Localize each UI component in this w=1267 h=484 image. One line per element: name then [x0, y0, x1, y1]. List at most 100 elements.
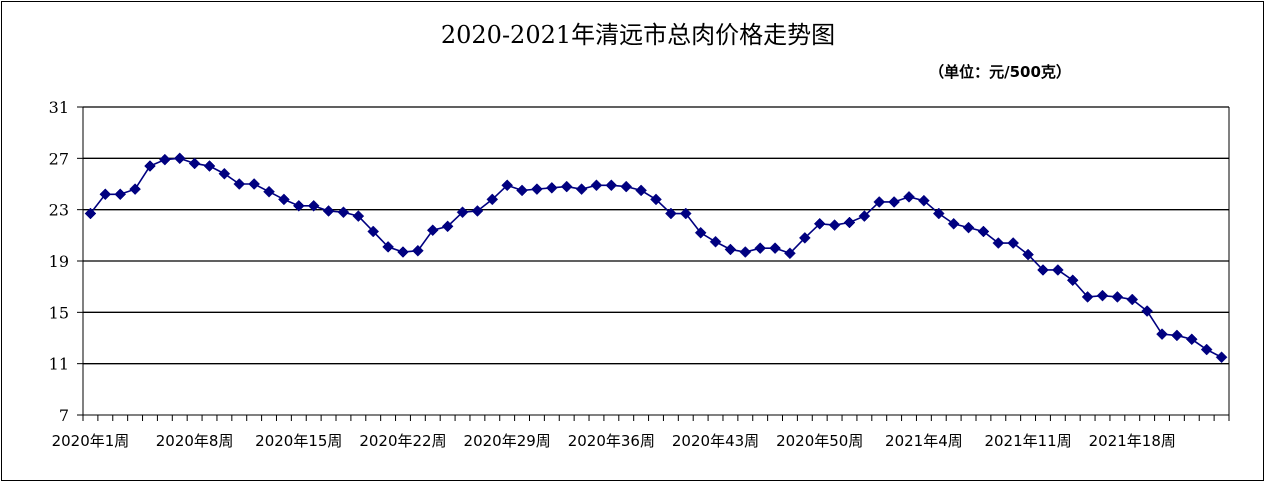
x-tick-label: 2020年43周 — [672, 432, 759, 450]
data-point — [1096, 289, 1109, 302]
data-point — [1051, 264, 1064, 276]
y-tick-label: 19 — [49, 252, 69, 271]
data-point — [635, 184, 647, 197]
data-point — [1215, 351, 1228, 364]
data-point — [977, 225, 990, 238]
data-point — [754, 242, 767, 255]
data-point — [739, 246, 752, 258]
gridlines — [83, 106, 1229, 365]
data-point — [798, 232, 811, 244]
data-point — [322, 205, 335, 217]
y-tick-label: 7 — [59, 406, 69, 425]
data-point — [679, 207, 692, 220]
data-point — [248, 178, 261, 190]
data-point — [531, 183, 543, 195]
data-point — [947, 217, 960, 230]
data-point — [397, 246, 409, 258]
data-point — [605, 179, 618, 192]
data-point — [903, 190, 915, 203]
data-point — [962, 221, 975, 234]
x-tick-label: 2021年4周 — [885, 432, 963, 450]
data-point — [545, 181, 558, 194]
data-point — [129, 183, 141, 195]
data-point — [292, 199, 305, 212]
data-point — [456, 206, 469, 219]
data-point — [932, 207, 945, 220]
data-point — [426, 224, 439, 237]
data-point — [367, 225, 380, 238]
data-point — [1066, 274, 1079, 287]
data-point — [412, 244, 424, 257]
y-tick-label: 23 — [49, 201, 69, 220]
data-point — [486, 193, 499, 206]
series-price — [84, 152, 1228, 364]
data-point — [203, 160, 216, 172]
data-point — [769, 242, 781, 255]
data-point — [620, 180, 633, 193]
data-point — [352, 210, 365, 222]
data-point — [471, 205, 484, 217]
data-point — [114, 188, 127, 201]
data-point — [144, 160, 156, 172]
chart-title: 2020-2021年清远市总肉价格走势图 — [441, 21, 835, 49]
data-point — [233, 178, 246, 190]
data-point — [575, 183, 588, 195]
data-point — [1007, 237, 1020, 249]
data-point — [441, 220, 454, 233]
series-line — [89, 157, 1222, 358]
y-tick-labels: 7 11 15 19 23 27 31 — [49, 98, 69, 425]
y-tick-label: 15 — [49, 303, 69, 322]
data-point — [888, 196, 900, 208]
data-point — [382, 241, 394, 253]
data-point — [1126, 293, 1139, 306]
y-tick-label: 31 — [49, 98, 69, 117]
x-tick-label: 2021年11周 — [984, 432, 1071, 450]
x-tick-label: 2020年36周 — [568, 432, 655, 450]
data-point — [173, 152, 186, 165]
data-point — [665, 207, 677, 220]
data-point — [159, 153, 171, 166]
data-point — [1185, 333, 1198, 346]
data-point — [1156, 328, 1168, 341]
axes — [77, 106, 1230, 421]
data-point — [1141, 305, 1153, 317]
data-point — [828, 219, 841, 231]
data-point — [1022, 248, 1034, 261]
data-point — [813, 217, 826, 230]
x-tick-label: 2021年18周 — [1089, 432, 1176, 450]
y-tick-label: 11 — [49, 355, 69, 374]
data-point — [337, 206, 350, 219]
x-tick-label: 2020年15周 — [255, 432, 342, 450]
unit-note: （单位：元/500克） — [929, 63, 1071, 81]
x-tick-label: 2020年8周 — [156, 432, 234, 450]
data-point — [590, 179, 603, 192]
data-point — [992, 237, 1005, 249]
data-point — [1200, 343, 1213, 356]
x-tick-label: 2020年50周 — [776, 432, 863, 450]
data-point — [278, 193, 290, 206]
data-point — [1081, 291, 1094, 303]
x-tick-label: 2020年29周 — [464, 432, 551, 450]
data-point — [1171, 329, 1183, 342]
data-point — [501, 179, 514, 192]
data-point — [709, 235, 722, 248]
data-point — [218, 167, 231, 180]
x-tick-label: 2020年1周 — [52, 432, 130, 450]
data-point — [724, 243, 737, 256]
data-point — [918, 194, 930, 207]
data-point — [263, 185, 275, 198]
data-point — [84, 207, 97, 220]
data-point — [650, 193, 662, 206]
data-point — [784, 247, 796, 260]
data-point — [1111, 291, 1124, 303]
x-tick-labels: 2020年1周 2020年8周 2020年15周 2020年22周 2020年29周 20… — [52, 432, 1176, 450]
y-tick-label: 27 — [49, 149, 69, 168]
x-tick-label: 2020年22周 — [359, 432, 446, 450]
data-point — [858, 210, 871, 222]
data-point — [516, 184, 528, 197]
data-point — [560, 180, 573, 193]
data-point — [188, 157, 201, 170]
data-point — [1037, 264, 1049, 276]
